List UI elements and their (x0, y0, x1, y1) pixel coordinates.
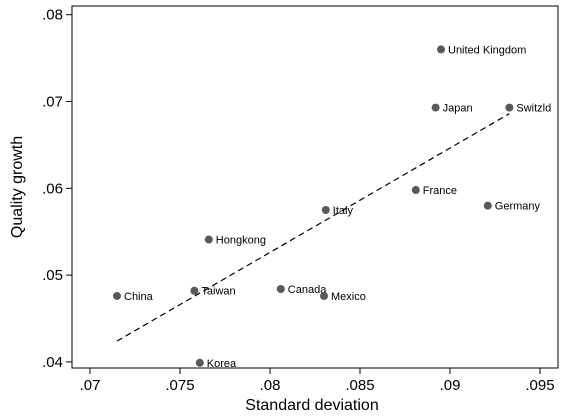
data-point (204, 235, 213, 244)
y-tick-label: .06 (42, 180, 63, 197)
y-axis-title: Quality growth (9, 136, 26, 238)
x-tick-label: .08 (260, 377, 281, 394)
x-tick-label: .09 (440, 377, 461, 394)
data-point (321, 206, 330, 215)
x-axis: .07 .075 .08 .085 .09 .095 (80, 368, 555, 394)
x-tick-label: .095 (525, 377, 554, 394)
point-label: France (423, 185, 457, 197)
data-point (276, 285, 285, 294)
fit-line (116, 113, 510, 342)
x-axis-title: Standard deviation (245, 397, 378, 414)
data-point (190, 286, 199, 295)
data-point (431, 103, 440, 112)
point-label: Canada (288, 284, 327, 296)
data-point (483, 201, 492, 210)
data-point (320, 291, 328, 300)
point-label: Japan (443, 103, 473, 115)
point-label: United Kingdom (448, 44, 526, 56)
point-label: Switzld (516, 103, 551, 115)
y-tick-label: .08 (42, 7, 63, 24)
y-axis: .04 .05 .06 .07 .08 (42, 7, 72, 371)
point-label: Korea (207, 358, 237, 370)
x-tick-label: .085 (345, 377, 374, 394)
data-point (411, 186, 420, 195)
x-tick-label: .075 (165, 377, 194, 394)
data-points: United Kingdom Japan Switzld France Germany I… (113, 44, 551, 370)
data-point (437, 45, 445, 54)
x-tick-label: .07 (80, 377, 101, 394)
point-label: Taiwan (201, 286, 235, 298)
y-tick-label: .05 (42, 267, 63, 284)
plot-frame (71, 5, 559, 369)
point-label: Germany (495, 201, 541, 213)
data-point (113, 291, 121, 300)
point-label: Hongkong (216, 235, 266, 247)
point-label: Italy (333, 205, 354, 217)
data-point (505, 103, 514, 112)
point-label: China (124, 291, 154, 303)
y-tick-label: .04 (42, 354, 63, 371)
point-label: Mexico (331, 291, 366, 303)
y-tick-label: .07 (42, 93, 63, 110)
data-point (195, 358, 204, 367)
